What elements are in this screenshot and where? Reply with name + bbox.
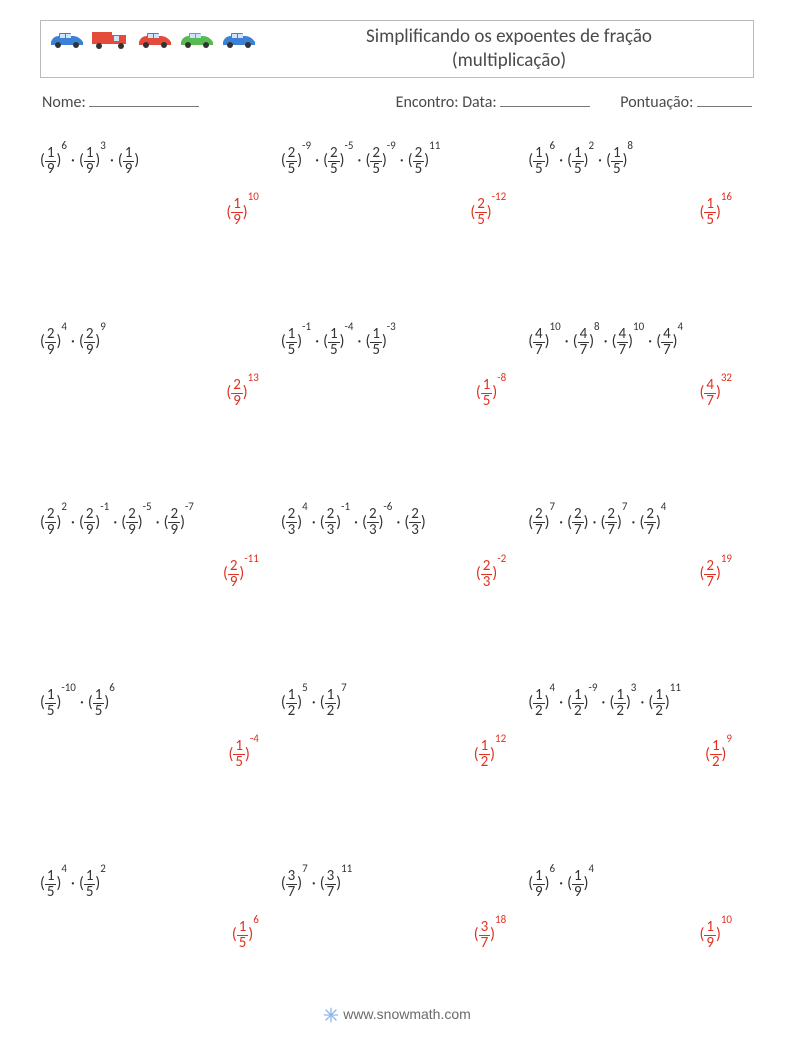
problem-expression: (19)6·(19)4 <box>528 859 744 904</box>
date-field: Encontro: Data: <box>396 92 591 112</box>
problem-cell: (27)7·(27)·(27)7·(27)4 (27)19 <box>528 497 754 594</box>
score-field: Pontuação: <box>620 92 752 112</box>
problem-row: (29)2·(29)-1·(29)-5·(29)-7 (29)-11(23)4·… <box>40 497 754 594</box>
problem-expression: (47)10·(47)8·(47)10·(47)4 <box>528 317 744 362</box>
problem-answer: (19)10 <box>528 910 744 955</box>
problem-row: (29)4·(29)9 (29)13(15)-1·(15)-4·(15)-3 (… <box>40 317 754 414</box>
title-line2: (multiplicação) <box>452 49 566 72</box>
name-blank[interactable] <box>89 92 199 107</box>
problem-expression: (29)4·(29)9 <box>40 317 271 362</box>
problem-row: (15)4·(15)2 (15)6(37)7·(37)11 (37)18(19)… <box>40 859 754 956</box>
title-line1: Simplificando os expoentes de fração <box>366 25 652 48</box>
problem-expression: (23)4·(23)-1·(23)-6·(23) <box>281 497 518 542</box>
page-title: Simplificando os expoentes de fração (mu… <box>265 21 753 77</box>
worksheet-header: Simplificando os expoentes de fração (mu… <box>40 20 754 78</box>
problem-expression: (15)6·(15)2·(15)8 <box>528 136 744 181</box>
encounter-label: Encontro: Data: <box>396 93 497 112</box>
problem-cell: (47)10·(47)8·(47)10·(47)4 (47)32 <box>528 317 754 414</box>
problem-row: (15)-10·(15)6 (15)-4(12)5·(12)7 (12)12(1… <box>40 678 754 775</box>
problem-cell: (23)4·(23)-1·(23)-6·(23) (23)-2 <box>281 497 528 594</box>
problem-expression: (37)7·(37)11 <box>281 859 518 904</box>
date-blank[interactable] <box>500 92 590 107</box>
problem-expression: (15)4·(15)2 <box>40 859 271 904</box>
snowflake-icon <box>323 1007 339 1023</box>
score-blank[interactable] <box>697 92 752 107</box>
problem-answer: (15)-4 <box>40 729 271 774</box>
meta-row: Nome: Encontro: Data: Pontuação: <box>42 92 752 112</box>
problem-expression: (15)-10·(15)6 <box>40 678 271 723</box>
problem-cell: (29)4·(29)9 (29)13 <box>40 317 281 414</box>
problem-expression: (12)4·(12)-9·(12)3·(12)11 <box>528 678 744 723</box>
problem-answer: (37)18 <box>281 910 518 955</box>
problem-answer: (12)9 <box>528 729 744 774</box>
problem-cell: (19)6·(19)4 (19)10 <box>528 859 754 956</box>
problem-answer: (29)13 <box>40 368 271 413</box>
problem-cell: (15)-10·(15)6 (15)-4 <box>40 678 281 775</box>
problem-answer: (15)16 <box>528 187 744 232</box>
footer: www.snowmath.com <box>0 1006 794 1023</box>
name-field: Nome: <box>42 92 199 112</box>
problem-cell: (25)-9·(25)-5·(25)-9·(25)11 (25)-12 <box>281 136 528 233</box>
problem-cell: (15)4·(15)2 (15)6 <box>40 859 281 956</box>
problem-cell: (37)7·(37)11 (37)18 <box>281 859 528 956</box>
problem-row: (19)6·(19)3·(19) (19)10(25)-9·(25)-5·(25… <box>40 136 754 233</box>
car-icons <box>41 21 265 57</box>
problem-answer: (47)32 <box>528 368 744 413</box>
score-label: Pontuação: <box>620 93 693 112</box>
problem-cell: (19)6·(19)3·(19) (19)10 <box>40 136 281 233</box>
problem-cell: (15)-1·(15)-4·(15)-3 (15)-8 <box>281 317 528 414</box>
problem-answer: (15)6 <box>40 910 271 955</box>
problem-expression: (19)6·(19)3·(19) <box>40 136 271 181</box>
problem-grid: (19)6·(19)3·(19) (19)10(25)-9·(25)-5·(25… <box>40 136 754 955</box>
problem-answer: (12)12 <box>281 729 518 774</box>
problem-cell: (15)6·(15)2·(15)8 (15)16 <box>528 136 754 233</box>
problem-expression: (12)5·(12)7 <box>281 678 518 723</box>
problem-answer: (23)-2 <box>281 549 518 594</box>
problem-expression: (25)-9·(25)-5·(25)-9·(25)11 <box>281 136 518 181</box>
problem-cell: (29)2·(29)-1·(29)-5·(29)-7 (29)-11 <box>40 497 281 594</box>
problem-expression: (15)-1·(15)-4·(15)-3 <box>281 317 518 362</box>
footer-text: www.snowmath.com <box>343 1006 471 1022</box>
problem-answer: (25)-12 <box>281 187 518 232</box>
problem-cell: (12)4·(12)-9·(12)3·(12)11 (12)9 <box>528 678 754 775</box>
problem-answer: (19)10 <box>40 187 271 232</box>
problem-answer: (15)-8 <box>281 368 518 413</box>
problem-answer: (27)19 <box>528 549 744 594</box>
problem-answer: (29)-11 <box>40 549 271 594</box>
problem-expression: (27)7·(27)·(27)7·(27)4 <box>528 497 744 542</box>
problem-cell: (12)5·(12)7 (12)12 <box>281 678 528 775</box>
problem-expression: (29)2·(29)-1·(29)-5·(29)-7 <box>40 497 271 542</box>
name-label: Nome: <box>42 93 86 112</box>
